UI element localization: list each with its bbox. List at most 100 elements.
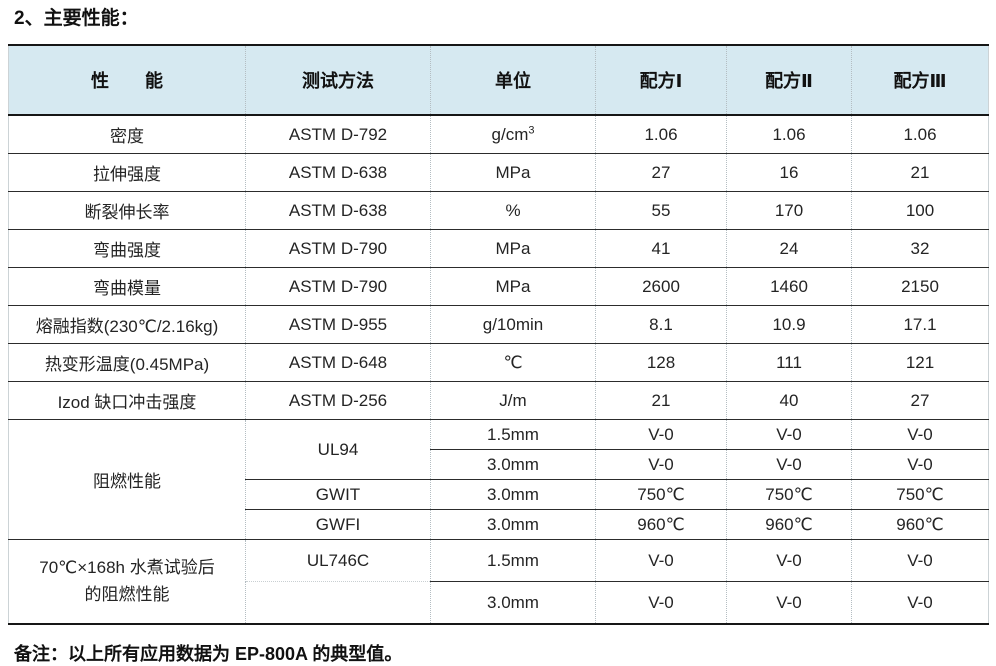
table-row-flame-gwfi: GWFI 3.0mm 960℃ 960℃ 960℃ [9, 509, 989, 540]
cell-unit: 1.5mm [430, 419, 596, 450]
page-title: 2、主要性能： [14, 8, 139, 29]
cell-value-formula1: V-0 [595, 539, 727, 582]
cell-value-formula1: 55 [595, 191, 727, 230]
cell-unit: MPa [430, 267, 596, 306]
cell-value-formula1: 21 [595, 381, 727, 420]
cell-unit: MPa [430, 153, 596, 192]
cell-unit: 1.5mm [430, 539, 596, 582]
cell-value-formula2: 111 [726, 343, 852, 382]
table-row-boil-1-5: 70℃×168h 水煮试验后 的阻燃性能 UL746C 1.5mm V-0 V-… [8, 539, 989, 624]
cell-value-formula3: 17.1 [851, 305, 989, 344]
cell-value-formula2: 40 [726, 381, 852, 420]
cell-value-formula2: 750℃ [726, 479, 852, 510]
cell-method: ASTM D-790 [245, 229, 431, 268]
cell-unit: MPa [430, 229, 596, 268]
header-row: 性 能 测试方法 单位 配方Ⅰ 配方Ⅱ 配方Ⅲ [8, 45, 989, 116]
cell-method: ASTM D-256 [245, 381, 431, 420]
cell-value-formula3: 100 [851, 191, 989, 230]
cell-value-formula3: V-0 [851, 449, 989, 480]
column-header-unit: 单位 [430, 45, 596, 116]
cell-property-flame: 阻燃性能 [8, 419, 246, 540]
cell-value-formula2: 10.9 [726, 305, 852, 344]
table-row-melt-index: 熔融指数(230℃/2.16kg) ASTM D-955 g/10min 8.1… [8, 305, 989, 344]
cell-value-formula3: 1.06 [851, 114, 989, 154]
cell-value-formula2: V-0 [726, 449, 852, 480]
cell-unit: 3.0mm [430, 479, 596, 510]
cell-value-formula3: 2150 [851, 267, 989, 306]
column-header-property: 性 能 [8, 45, 246, 116]
boil-property-line2: 的阻燃性能 [84, 584, 170, 604]
cell-value-formula3: 32 [851, 229, 989, 268]
performance-table: 性 能 测试方法 单位 配方Ⅰ 配方Ⅱ 配方Ⅲ 密度 ASTM D-792 g/… [8, 44, 989, 625]
cell-value-formula2: 16 [726, 153, 852, 192]
column-header-formula1: 配方Ⅰ [595, 45, 727, 116]
cell-property: 密度 [8, 114, 246, 154]
cell-property: 弯曲模量 [8, 267, 246, 306]
table-row-boil-3-0: 3.0mm V-0 V-0 V-0 [9, 581, 989, 624]
cell-method-gwit: GWIT [245, 479, 431, 510]
cell-unit: g/cm3 [430, 114, 596, 154]
cell-value-formula2: V-0 [726, 581, 852, 624]
cell-unit: g/10min [430, 305, 596, 344]
cell-unit: 3.0mm [430, 449, 596, 480]
cell-unit: 3.0mm [430, 509, 596, 540]
table-row-hdt: 热变形温度(0.45MPa) ASTM D-648 ℃ 128 111 121 [8, 343, 989, 382]
cell-value-formula2: 960℃ [726, 509, 852, 540]
cell-value-formula1: 960℃ [595, 509, 727, 540]
cell-value-formula2: V-0 [726, 419, 852, 450]
cell-method-ul746c: UL746C [245, 539, 431, 582]
cell-value-formula3: 21 [851, 153, 989, 192]
cell-value-formula1: V-0 [595, 449, 727, 480]
unit-base: g/cm [491, 124, 529, 144]
cell-property: 拉伸强度 [8, 153, 246, 192]
cell-method: ASTM D-792 [245, 114, 431, 154]
cell-unit: J/m [430, 381, 596, 420]
cell-property: 熔融指数(230℃/2.16kg) [8, 305, 246, 344]
cell-method-empty [245, 581, 431, 624]
column-header-formula3: 配方Ⅲ [851, 45, 989, 116]
cell-value-formula2: 170 [726, 191, 852, 230]
cell-method-ul94: UL94 [245, 419, 431, 480]
table-row-flame-ul94-1-5: 阻燃性能 UL94 1.5mm V-0 V-0 V-0 [8, 419, 989, 540]
cell-method: ASTM D-638 [245, 153, 431, 192]
cell-value-formula1: 2600 [595, 267, 727, 306]
cell-method: ASTM D-638 [245, 191, 431, 230]
unit-superscript: 3 [528, 123, 535, 136]
cell-value-formula3: 27 [851, 381, 989, 420]
footnote: 备注：以上所有应用数据为 EP-800A 的典型值。 [14, 644, 403, 664]
cell-value-formula3: 750℃ [851, 479, 989, 510]
cell-value-formula1: 41 [595, 229, 727, 268]
table-row-flexural-modulus: 弯曲模量 ASTM D-790 MPa 2600 1460 2150 [8, 267, 989, 306]
cell-value-formula3: V-0 [851, 539, 989, 582]
cell-unit: % [430, 191, 596, 230]
table-row-flexural-strength: 弯曲强度 ASTM D-790 MPa 41 24 32 [8, 229, 989, 268]
cell-property-boil: 70℃×168h 水煮试验后 的阻燃性能 [8, 539, 246, 624]
table-row-tensile: 拉伸强度 ASTM D-638 MPa 27 16 21 [8, 153, 989, 192]
cell-property: 热变形温度(0.45MPa) [8, 343, 246, 382]
cell-value-formula1: V-0 [595, 419, 727, 450]
cell-value-formula2: V-0 [726, 539, 852, 582]
table-row-density: 密度 ASTM D-792 g/cm3 1.06 1.06 1.06 [8, 114, 989, 154]
cell-method: ASTM D-790 [245, 267, 431, 306]
table-row-izod: Izod 缺口冲击强度 ASTM D-256 J/m 21 40 27 [8, 381, 989, 420]
cell-property: Izod 缺口冲击强度 [8, 381, 246, 420]
cell-property: 断裂伸长率 [8, 191, 246, 230]
cell-method: ASTM D-955 [245, 305, 431, 344]
cell-property: 弯曲强度 [8, 229, 246, 268]
cell-unit: 3.0mm [430, 581, 596, 624]
cell-value-formula3: 960℃ [851, 509, 989, 540]
cell-value-formula1: 8.1 [595, 305, 727, 344]
table-row-elongation: 断裂伸长率 ASTM D-638 % 55 170 100 [8, 191, 989, 230]
cell-method: ASTM D-648 [245, 343, 431, 382]
cell-unit: ℃ [430, 343, 596, 382]
cell-value-formula3: 121 [851, 343, 989, 382]
column-header-formula2: 配方Ⅱ [726, 45, 852, 116]
cell-value-formula2: 24 [726, 229, 852, 268]
boil-property-line1: 70℃×168h 水煮试验后 [39, 558, 215, 578]
table-row-flame-ul94-3-0: 3.0mm V-0 V-0 V-0 [9, 449, 989, 480]
cell-value-formula3: V-0 [851, 581, 989, 624]
cell-value-formula1: V-0 [595, 581, 727, 624]
cell-method-gwfi: GWFI [245, 509, 431, 540]
cell-value-formula2: 1.06 [726, 114, 852, 154]
cell-value-formula3: V-0 [851, 419, 989, 450]
